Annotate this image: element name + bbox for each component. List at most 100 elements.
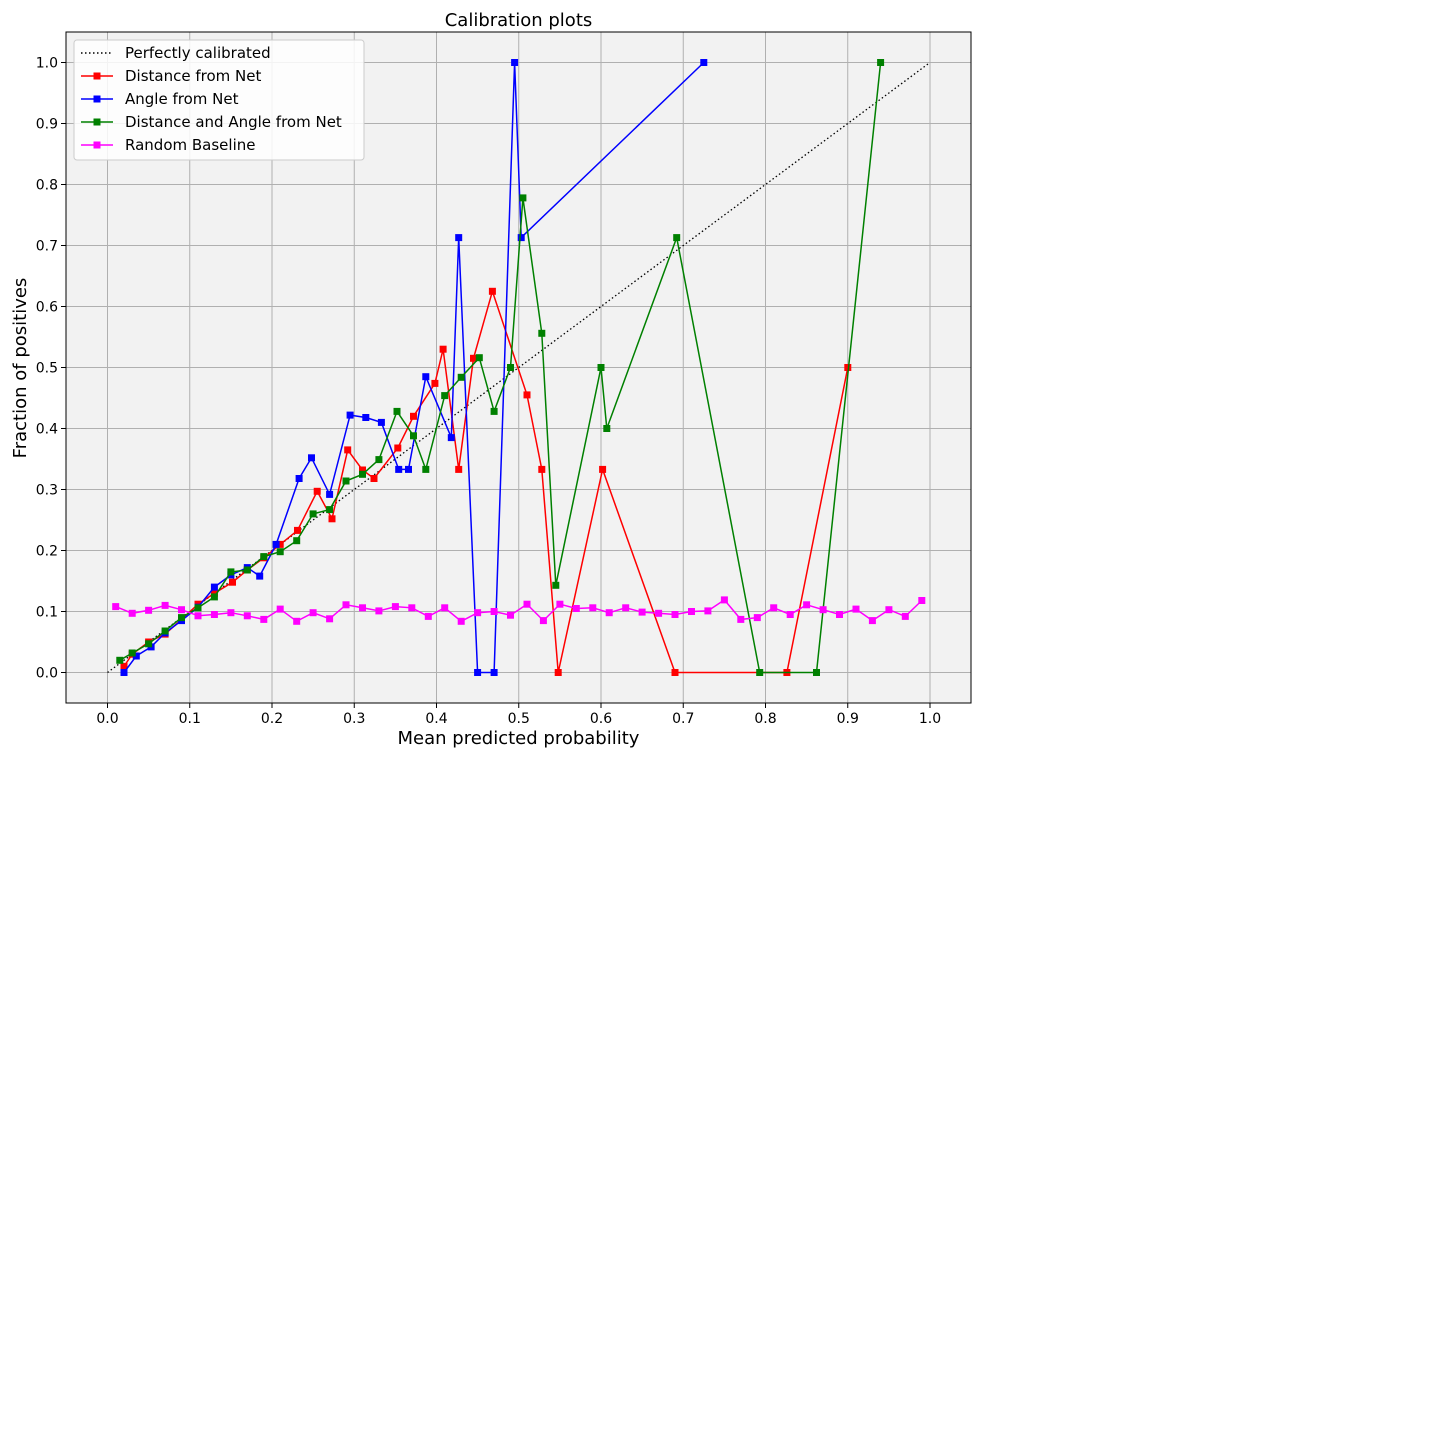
y-tick-label: 0.0 — [36, 666, 58, 682]
chart-title: Calibration plots — [445, 10, 593, 31]
data-point-angle-from-net — [700, 59, 708, 66]
data-point-distance-and-angle-from-net — [276, 548, 284, 556]
data-point-distance-and-angle-from-net — [441, 392, 449, 400]
y-tick-label: 0.6 — [36, 300, 58, 316]
legend-marker-distance-from-net — [93, 72, 101, 80]
data-point-random-baseline — [441, 604, 449, 612]
data-point-distance-and-angle-from-net — [210, 593, 218, 601]
data-point-distance-from-net — [410, 412, 417, 420]
data-point-distance-from-net — [523, 391, 531, 399]
data-point-distance-and-angle-from-net — [342, 477, 350, 485]
data-point-distance-from-net — [313, 487, 321, 495]
x-axis-label: Mean predicted probability — [398, 728, 640, 749]
data-point-random-baseline — [786, 611, 794, 618]
y-tick-label: 0.8 — [36, 178, 58, 194]
data-point-random-baseline — [260, 615, 268, 623]
data-point-angle-from-net — [405, 465, 412, 473]
y-axis-label: Fraction of positives — [10, 278, 31, 459]
data-point-random-baseline — [803, 601, 811, 609]
data-point-angle-from-net — [455, 234, 463, 242]
data-point-distance-and-angle-from-net — [359, 470, 366, 478]
data-point-random-baseline — [638, 608, 646, 616]
legend-label-distance-and-angle-from-net: Distance and Angle from Net — [125, 113, 342, 131]
data-point-angle-from-net — [511, 59, 519, 66]
legend-marker-distance-and-angle-from-net — [93, 118, 101, 126]
data-point-random-baseline — [572, 605, 580, 612]
y-tick-label: 0.1 — [36, 605, 58, 621]
data-point-distance-and-angle-from-net — [293, 537, 301, 545]
data-point-distance-and-angle-from-net — [178, 614, 185, 622]
y-tick-label: 0.3 — [36, 483, 58, 499]
data-point-distance-and-angle-from-net — [194, 604, 202, 612]
data-point-distance-and-angle-from-net — [393, 407, 401, 415]
data-point-random-baseline — [359, 604, 366, 612]
data-point-distance-and-angle-from-net — [422, 465, 430, 473]
data-point-distance-and-angle-from-net — [552, 581, 560, 589]
data-point-angle-from-net — [447, 434, 455, 442]
data-point-random-baseline — [901, 612, 909, 620]
data-point-distance-and-angle-from-net — [457, 373, 465, 381]
data-point-random-baseline — [868, 617, 876, 625]
legend-label-angle-from-net: Angle from Net — [125, 90, 239, 108]
data-point-distance-and-angle-from-net — [243, 566, 251, 574]
data-point-random-baseline — [753, 614, 761, 622]
data-point-distance-and-angle-from-net — [260, 553, 268, 561]
data-point-random-baseline — [704, 607, 712, 615]
data-point-distance-and-angle-from-net — [116, 656, 124, 664]
data-point-random-baseline — [836, 611, 843, 618]
data-point-distance-from-net — [431, 379, 439, 387]
data-point-angle-from-net — [120, 669, 128, 676]
data-point-distance-and-angle-from-net — [673, 234, 681, 242]
x-tick-label: 0.8 — [754, 711, 776, 727]
data-point-random-baseline — [326, 615, 334, 623]
data-point-distance-from-net — [294, 526, 301, 534]
data-point-random-baseline — [243, 612, 251, 620]
data-point-random-baseline — [589, 604, 597, 612]
data-point-random-baseline — [112, 603, 120, 611]
x-tick-label: 1.0 — [919, 711, 941, 727]
data-point-random-baseline — [490, 608, 498, 615]
data-point-distance-and-angle-from-net — [519, 194, 527, 202]
data-point-random-baseline — [128, 609, 136, 617]
data-point-random-baseline — [671, 611, 679, 618]
legend-marker-angle-from-net — [93, 95, 101, 103]
data-point-random-baseline — [720, 596, 728, 604]
data-point-random-baseline — [276, 605, 284, 613]
data-point-distance-from-net — [671, 669, 679, 676]
data-point-distance-from-net — [470, 354, 477, 362]
data-point-angle-from-net — [326, 490, 334, 498]
data-point-angle-from-net — [490, 669, 498, 676]
data-point-distance-from-net — [229, 578, 236, 586]
data-point-distance-and-angle-from-net — [309, 510, 317, 518]
data-point-distance-from-net — [455, 465, 463, 473]
data-point-distance-and-angle-from-net — [326, 506, 334, 514]
data-point-random-baseline — [885, 606, 893, 614]
data-point-random-baseline — [918, 597, 926, 604]
data-point-distance-from-net — [210, 589, 218, 597]
data-point-distance-from-net — [554, 669, 562, 676]
data-point-distance-and-angle-from-net — [597, 364, 605, 371]
x-tick-label: 0.9 — [837, 711, 859, 727]
series-distance-and-angle-from-net — [116, 59, 885, 676]
data-point-random-baseline — [474, 609, 482, 617]
data-point-angle-from-net — [210, 583, 218, 591]
data-point-distance-and-angle-from-net — [128, 649, 136, 657]
legend-label-random-baseline: Random Baseline — [125, 136, 255, 154]
data-point-random-baseline — [342, 601, 350, 609]
data-point-random-baseline — [178, 606, 185, 614]
data-point-distance-and-angle-from-net — [161, 627, 169, 635]
data-point-distance-from-net — [488, 287, 496, 295]
data-point-angle-from-net — [272, 540, 280, 548]
x-tick-label: 0.6 — [590, 711, 612, 727]
data-point-distance-from-net — [344, 446, 352, 454]
x-tick-label: 0.2 — [261, 711, 283, 727]
data-point-random-baseline — [145, 606, 153, 614]
data-point-random-baseline — [556, 600, 564, 608]
data-point-angle-from-net — [517, 234, 525, 242]
series-line-perfectly-calibrated — [107, 61, 931, 674]
y-tick-label: 0.4 — [36, 422, 58, 438]
data-point-distance-and-angle-from-net — [410, 432, 417, 440]
legend-label-perfectly-calibrated: Perfectly calibrated — [125, 44, 271, 62]
data-point-angle-from-net — [395, 465, 403, 473]
